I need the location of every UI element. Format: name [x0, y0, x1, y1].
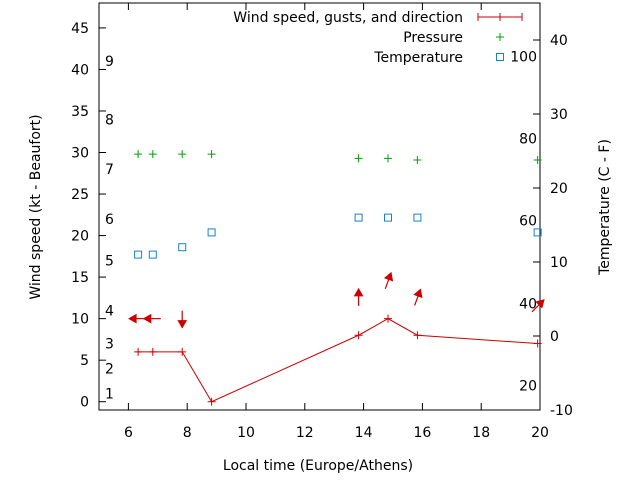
y2-tick-label: 10	[550, 255, 568, 271]
y-tick-label: 45	[71, 21, 89, 37]
series-layer	[128, 150, 545, 406]
wind-arrow-head	[535, 299, 545, 309]
beaufort-label: 5	[105, 253, 114, 269]
fahrenheit-label: 20	[519, 379, 537, 395]
y-tick-label: 15	[71, 270, 89, 286]
legend-label: Wind speed, gusts, and direction	[233, 10, 463, 26]
beaufort-label: 4	[105, 303, 114, 319]
wind-speed-point	[533, 339, 542, 348]
y2-tick-label: -10	[550, 403, 573, 419]
temperature-point	[533, 228, 542, 237]
pressure-point	[354, 154, 363, 163]
wind-speed-point	[207, 397, 216, 406]
y-tick-label: 20	[71, 229, 89, 245]
x-tick-label: 20	[531, 425, 549, 441]
axis-ticks	[99, 3, 541, 411]
pressure-point	[207, 150, 216, 159]
legend: Wind speed, gusts, and direction Pressure…	[233, 10, 523, 66]
y-tick-label: 35	[71, 104, 89, 120]
wind-speed-point	[384, 314, 393, 323]
pressure-point	[178, 150, 187, 159]
fahrenheit-label: 60	[519, 214, 537, 230]
wind-arrow	[383, 271, 394, 289]
wind-arrow-head	[142, 313, 152, 324]
beaufort-label: 1	[105, 386, 114, 402]
y-tick-label: 5	[80, 353, 89, 369]
wind-speed-line	[138, 318, 538, 403]
wind-arrow	[531, 299, 545, 313]
wind-arrow	[413, 288, 423, 306]
temperature-point	[148, 250, 157, 259]
pressure-point	[148, 150, 157, 159]
x-tick-label: 6	[124, 425, 133, 441]
wind-arrow-head	[413, 288, 423, 299]
x-tick-label: 14	[355, 425, 373, 441]
pressure-point	[533, 155, 542, 164]
y-tick-label: 40	[71, 62, 89, 78]
wind-arrow-head	[353, 287, 364, 297]
legend-swatch	[496, 33, 504, 41]
y-tick-label: 25	[71, 187, 89, 203]
y2-axis-label: Temperature (C - F)	[597, 139, 613, 276]
y2-tick-label: 20	[550, 181, 568, 197]
wind-arrow	[142, 313, 161, 324]
y-tick-label: 30	[71, 146, 89, 162]
temperature-point	[354, 213, 363, 222]
temperature-point	[384, 213, 393, 222]
wind-arrow-head	[128, 313, 137, 324]
fahrenheit-label: 80	[519, 131, 537, 147]
x-tick-label: 16	[413, 425, 431, 441]
temperature-point	[413, 213, 422, 222]
wind-arrow	[177, 310, 188, 329]
fahrenheit-label: 100	[510, 49, 537, 65]
beaufort-label: 3	[105, 337, 114, 353]
x-tick-label: 12	[296, 425, 314, 441]
beaufort-label: 2	[105, 361, 114, 377]
y2-tick-label: 30	[550, 107, 568, 123]
wind-speed-point	[413, 331, 422, 340]
wind-speed-point	[134, 347, 143, 356]
pressure-point	[413, 155, 422, 164]
pressure-point	[384, 154, 393, 163]
y2-tick-label: 40	[550, 33, 568, 49]
temperature-point	[134, 250, 143, 259]
y-tick-label: 0	[80, 395, 89, 411]
fahrenheit-label: 40	[519, 296, 537, 312]
legend-swatch	[477, 13, 523, 21]
y-axis-label: Wind speed (kt - Beaufort)	[28, 114, 44, 299]
wind-speed-point	[148, 347, 157, 356]
x-tick-label: 8	[183, 425, 192, 441]
legend-label: Temperature	[373, 50, 463, 66]
beaufort-label: 9	[105, 54, 114, 70]
wind-arrow-head	[383, 271, 394, 282]
y-tick-label: 10	[71, 312, 89, 328]
x-axis-label: Local time (Europe/Athens)	[223, 458, 413, 474]
wind-arrow-head	[177, 320, 188, 329]
beaufort-label: 6	[105, 212, 114, 228]
wind-arrow	[353, 287, 364, 306]
beaufort-label: 7	[105, 162, 114, 178]
legend-swatch	[496, 53, 504, 61]
temperature-point	[207, 228, 216, 237]
plot-frame	[98, 2, 541, 411]
wind-speed-point	[178, 347, 187, 356]
wind-speed-point	[354, 331, 363, 340]
beaufort-label: 8	[105, 112, 114, 128]
temperature-point	[178, 243, 187, 252]
y2-tick-label: 0	[550, 329, 559, 345]
x-tick-label: 18	[472, 425, 490, 441]
tick-labels: 6 8 10 12 14 16 18 20051015202530354045-1001020…	[71, 21, 573, 441]
legend-label: Pressure	[403, 30, 463, 46]
x-tick-label: 10	[237, 425, 255, 441]
pressure-point	[134, 150, 143, 159]
